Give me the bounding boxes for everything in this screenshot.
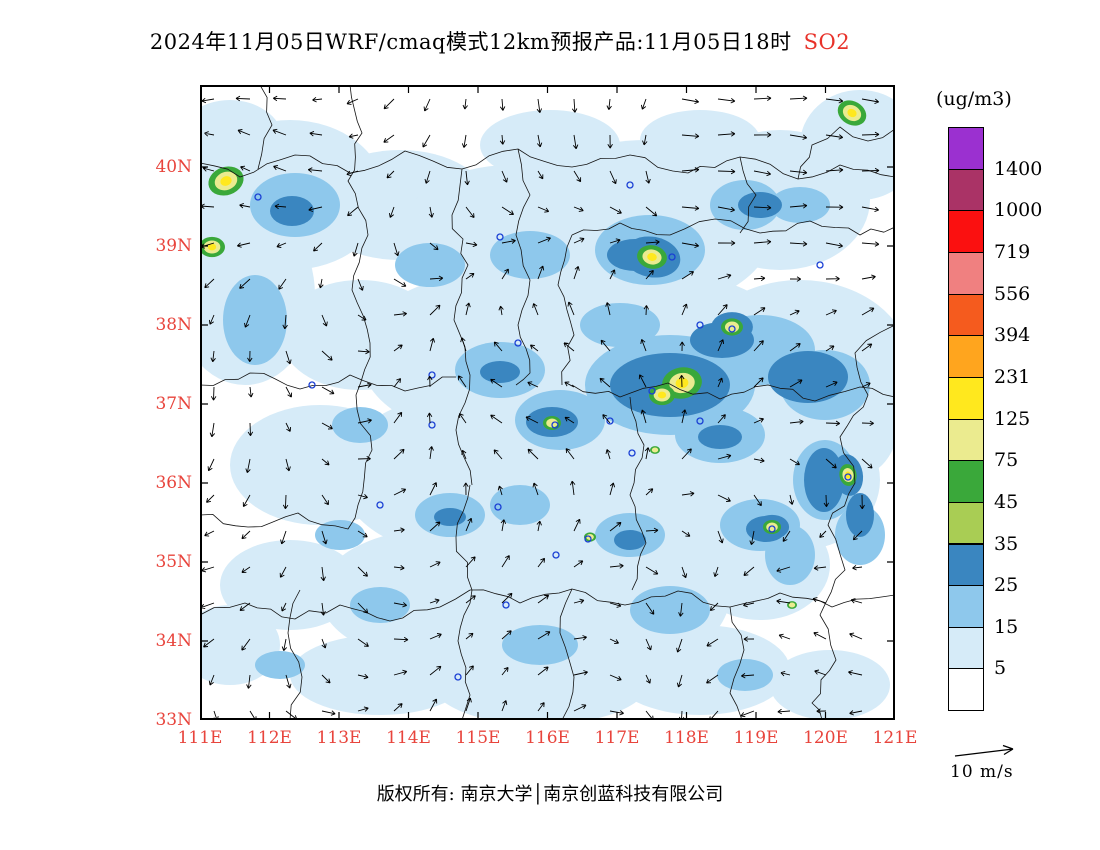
colorbar-tick-label: 5 — [994, 657, 1007, 680]
colorbar-tick-label: 35 — [994, 532, 1019, 555]
x-axis-label: 119E — [733, 728, 779, 748]
colorbar-box — [948, 543, 984, 587]
x-axis-label: 111E — [177, 728, 223, 748]
colorbar-tick-label: 556 — [994, 282, 1031, 305]
y-axis-label: 33N — [155, 710, 192, 730]
wind-vectors — [200, 95, 880, 722]
colorbar-tick-label: 75 — [994, 449, 1019, 472]
x-axis-label: 117E — [594, 728, 640, 748]
y-axis-label: 37N — [155, 394, 192, 414]
title-text: 2024年11月05日WRF/cmaq模式12km预报产品:11月05日18时 — [149, 30, 792, 54]
wind-reference-arrow-icon — [954, 744, 1014, 757]
y-axis-label: 39N — [155, 236, 192, 256]
colorbar-box — [948, 293, 984, 337]
colorbar-tick-label: 125 — [994, 407, 1031, 430]
colorbar-box — [948, 668, 984, 712]
colorbar-unit: (ug/m3) — [936, 88, 1012, 110]
colorbar-box — [948, 376, 984, 420]
colorbar-box — [948, 501, 984, 545]
species-label: SO2 — [803, 30, 851, 54]
y-axis-label: 34N — [155, 631, 192, 651]
colorbar-box — [948, 210, 984, 253]
x-axis-label: 120E — [803, 728, 848, 748]
colorbar-tick-label: 231 — [994, 365, 1031, 388]
colorbar-tick-label: 1000 — [994, 199, 1043, 222]
x-axis-label: 115E — [455, 728, 501, 748]
x-axis-label: 118E — [664, 728, 709, 748]
y-axis-label: 40N — [155, 157, 192, 177]
colorbar-box — [948, 585, 984, 628]
colorbar-box — [948, 626, 984, 670]
colorbar-tick-label: 15 — [994, 615, 1019, 638]
x-axis-label: 114E — [386, 728, 431, 748]
colorbar-box — [948, 127, 984, 170]
x-axis-label: 112E — [247, 728, 292, 748]
map-svg — [175, 84, 920, 725]
x-axis-label: 121E — [872, 728, 918, 748]
x-axis-label: 113E — [316, 728, 362, 748]
wind-reference-label: 10 m/s — [950, 762, 1014, 782]
y-axis-label: 35N — [155, 552, 192, 572]
colorbar-tick-label: 719 — [994, 240, 1031, 263]
y-axis-label: 38N — [155, 315, 192, 335]
colorbar-tick-label: 394 — [994, 324, 1031, 347]
colorbar-tick-label: 25 — [994, 574, 1019, 597]
page-title: 2024年11月05日WRF/cmaq模式12km预报产品:11月05日18时 S… — [0, 26, 1000, 56]
colorbar-tick-label: 45 — [994, 490, 1019, 513]
colorbar-tick-label: 1400 — [994, 157, 1043, 180]
x-axis-label: 116E — [525, 728, 570, 748]
colorbar-box — [948, 335, 984, 378]
colorbar-box — [948, 251, 984, 295]
copyright-footer: 版权所有: 南京大学│南京创蓝科技有限公司 — [376, 784, 724, 805]
y-axis-label: 36N — [155, 473, 192, 493]
colorbar-box — [948, 168, 984, 212]
colorbar-box — [948, 460, 984, 503]
colorbar-box — [948, 418, 984, 462]
map-plot-area — [175, 84, 920, 725]
